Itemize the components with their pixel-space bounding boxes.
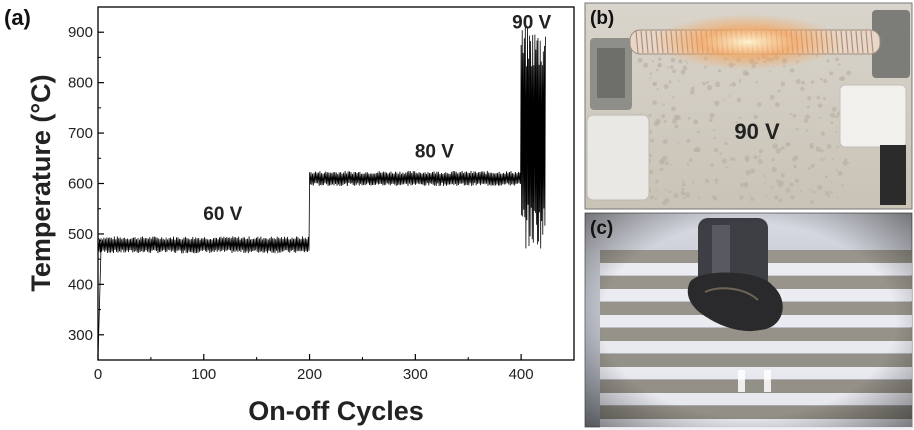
x-tick-label: 300 bbox=[403, 366, 428, 383]
voltage-annotation: 80 V bbox=[415, 141, 454, 162]
right-clamp bbox=[872, 10, 910, 78]
y-tick-label: 900 bbox=[68, 24, 93, 41]
y-tick-label: 300 bbox=[68, 327, 93, 344]
annotation-layer: 60 V 80 V 90 V bbox=[203, 13, 551, 225]
photo-c: (c) bbox=[584, 212, 913, 430]
y-axis-label: Temperature (°C) bbox=[26, 74, 56, 291]
y-tick-label: 400 bbox=[68, 276, 93, 293]
x-tick-label: 200 bbox=[297, 366, 322, 383]
left-block bbox=[586, 114, 650, 201]
photo-b-voltage-label: 90 V bbox=[734, 119, 780, 144]
heater-glow bbox=[653, 14, 843, 70]
x-axis-label: On-off Cycles bbox=[248, 396, 424, 426]
panel-label-b: (b) bbox=[590, 8, 614, 29]
x-axis-ticks: 0 100 200 300 400 bbox=[94, 354, 534, 383]
temperature-chart: 0 100 200 300 400 300 400 500 600 700 800 900 60 V… bbox=[4, 5, 575, 426]
y-tick-label: 800 bbox=[68, 75, 93, 92]
x-tick-label: 400 bbox=[509, 366, 534, 383]
x-tick-label: 100 bbox=[191, 366, 216, 383]
temperature-series-line bbox=[97, 26, 546, 361]
y-axis-ticks: 300 400 500 600 700 800 900 bbox=[68, 24, 104, 344]
x-tick-label: 0 bbox=[94, 366, 102, 383]
voltage-annotation: 90 V bbox=[512, 13, 551, 34]
panel-label-a: (a) bbox=[4, 5, 31, 30]
right-block bbox=[839, 84, 907, 148]
series-layer bbox=[97, 26, 546, 361]
photo-b: 90 V (b) bbox=[584, 2, 913, 210]
y-tick-label: 700 bbox=[68, 125, 93, 142]
voltage-annotation: 60 V bbox=[203, 204, 242, 225]
panel-label-c: (c) bbox=[590, 218, 613, 239]
y-tick-label: 600 bbox=[68, 176, 93, 193]
y-tick-label: 500 bbox=[68, 226, 93, 243]
